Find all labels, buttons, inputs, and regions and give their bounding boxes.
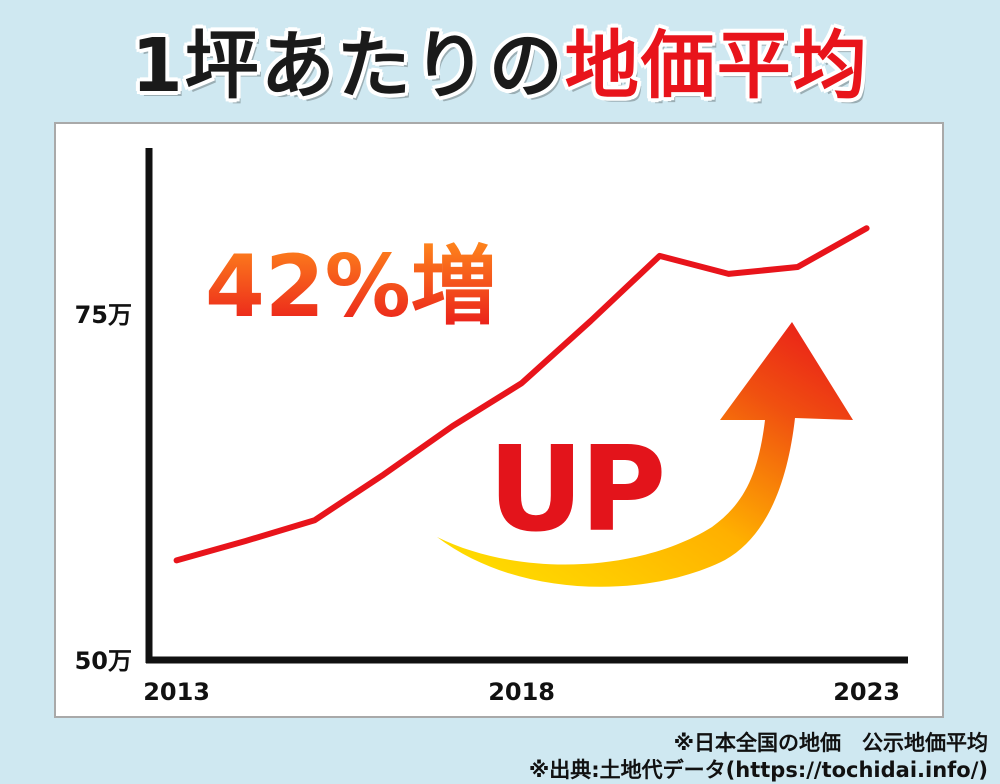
y-tick-label-50: 50万 [75, 647, 132, 675]
title-part-1: 1坪あたりの [131, 22, 565, 109]
y-tick-label-75: 75万 [75, 301, 132, 329]
series-line [173, 225, 870, 564]
page-title: 1坪あたりの 地価平均 [0, 4, 1000, 114]
growth-label: 42%増 [205, 237, 497, 337]
title-part-2: 地価平均 [564, 22, 869, 109]
up-arrow-icon [437, 322, 853, 587]
up-label: UP [488, 420, 662, 558]
chart-panel [54, 122, 944, 718]
footnote-source: ※出典:土地代データ(https://tochidai.info/) [528, 758, 988, 782]
footnote-scope: ※日本全国の地価 公示地価平均 [673, 731, 988, 755]
x-tick-label-2018: 2018 [488, 678, 555, 706]
x-tick-label-2023: 2023 [833, 678, 900, 706]
x-tick-label-2013: 2013 [143, 678, 210, 706]
